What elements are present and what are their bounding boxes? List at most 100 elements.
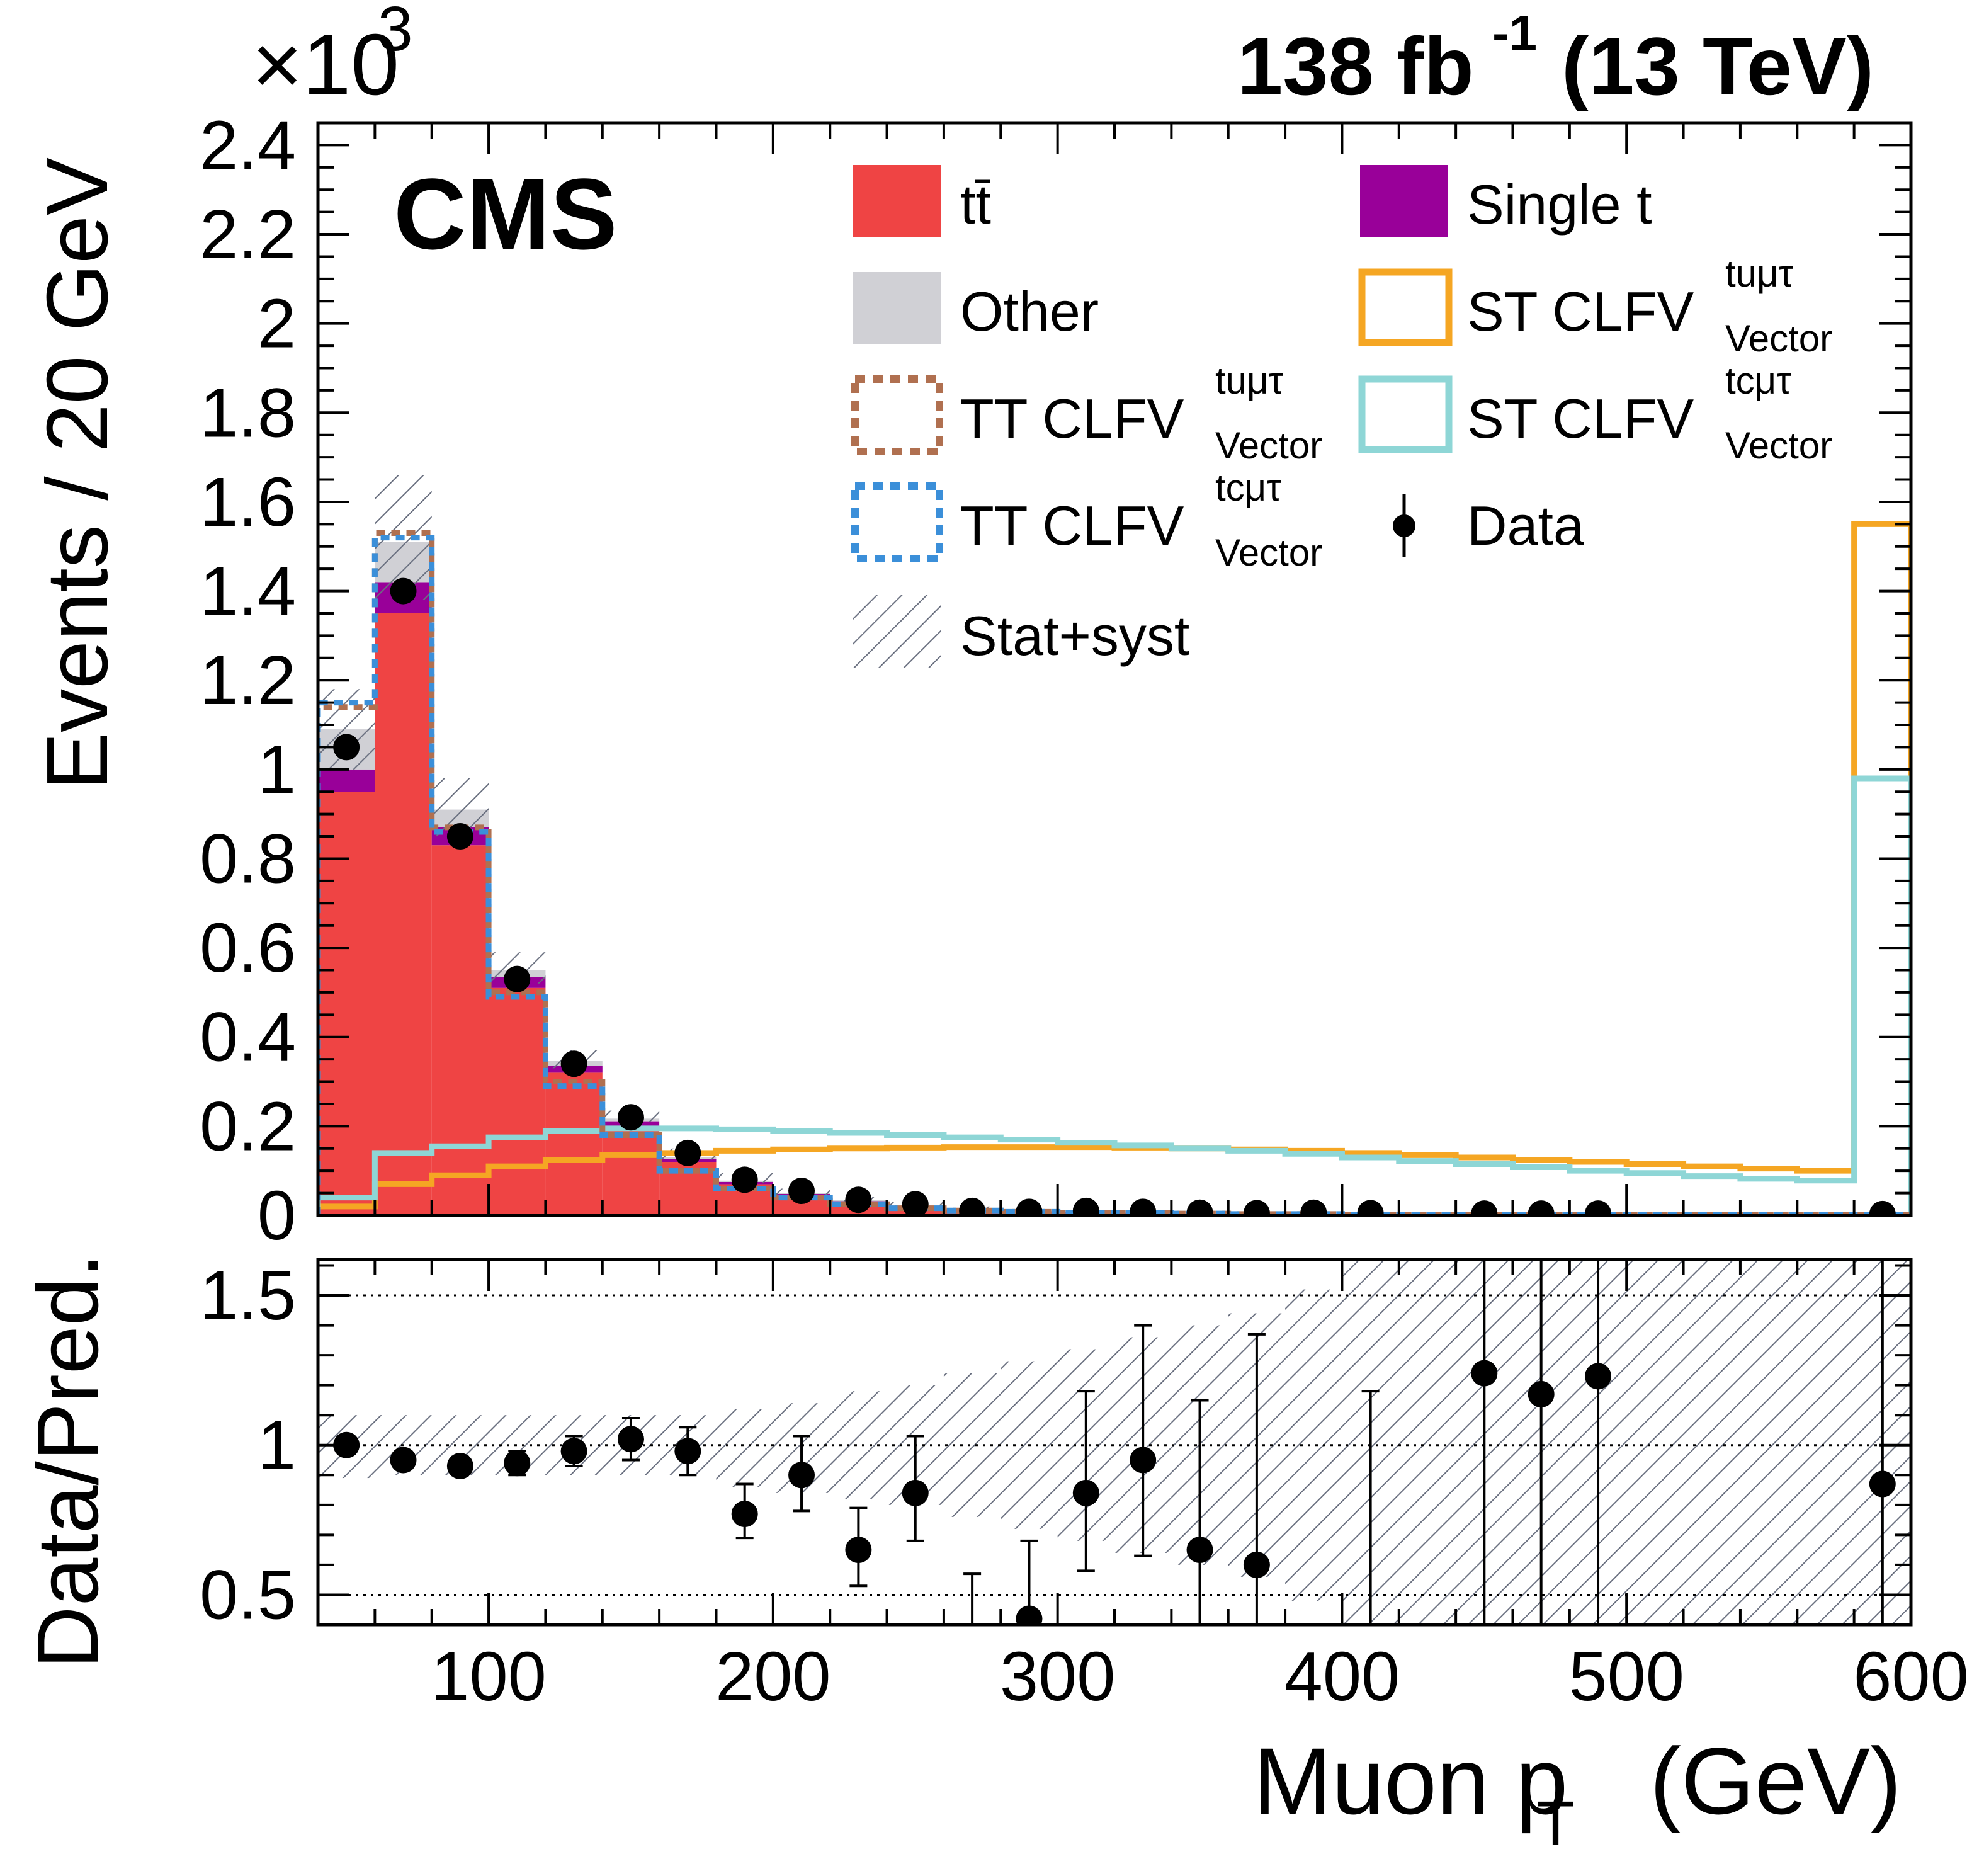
legend-label-tt-tcmutau: TT CLFV <box>960 494 1184 557</box>
ratio-data-point <box>1869 1470 1896 1498</box>
main-y-tick-label: 1 <box>258 731 296 809</box>
stack-bar-tt <box>375 613 432 1215</box>
x-tick-label: 200 <box>715 1638 831 1715</box>
main-y-tick-label: 1.8 <box>200 374 296 452</box>
legend-sup-tt-tcmutau: tcμτ <box>1215 467 1281 509</box>
ratio-data-point <box>504 1450 531 1477</box>
ratio-data-point <box>674 1438 701 1465</box>
ratio-unc-band <box>716 1409 773 1487</box>
stack-bar-tt <box>431 845 489 1215</box>
ratio-y-tick-label: 1.5 <box>200 1257 296 1334</box>
legend-sub-st-tumutau: Vector <box>1725 317 1832 360</box>
ratio-y-tick-label: 0.5 <box>200 1556 296 1634</box>
data-point <box>1528 1200 1555 1215</box>
ratio-data-point <box>1528 1380 1555 1407</box>
main-y-tick-label: 1.2 <box>200 642 296 719</box>
legend-swatch-single-t <box>1360 165 1448 237</box>
legend-label-unc: Stat+syst <box>960 605 1189 667</box>
main-y-axis-title: Events / 20 GeV <box>29 157 126 790</box>
legend-label-st-tumutau: ST CLFV <box>1467 280 1694 343</box>
data-point <box>617 1104 644 1131</box>
ratio-data-point <box>902 1479 929 1506</box>
legend-swatch-data <box>1393 494 1415 557</box>
legend-sup-tt-tumutau: tuμτ <box>1215 360 1284 402</box>
ratio-unc-band <box>1683 1259 1740 1625</box>
legend-label-data: Data <box>1467 494 1584 557</box>
data-point <box>1585 1200 1612 1215</box>
x-tick-label: 400 <box>1284 1638 1400 1715</box>
legend-label-other: Other <box>960 280 1099 343</box>
legend-sub-st-tcmutau: Vector <box>1725 424 1832 467</box>
x-axis-title-main: Muon p <box>1253 1728 1568 1834</box>
ratio-data-point <box>1186 1537 1213 1564</box>
legend-swatch-tt-tcmutau <box>851 482 943 562</box>
ratio-data-point <box>788 1462 815 1489</box>
stack-bar-single_t <box>318 769 375 792</box>
legend-swatch-st-tumutau <box>1358 268 1453 346</box>
data-point <box>731 1166 758 1193</box>
ratio-data-point <box>1016 1605 1043 1625</box>
legend-label-single-t: Single t <box>1467 173 1652 236</box>
main-y-tick-label: 0.4 <box>200 999 296 1076</box>
ratio-data-point <box>390 1447 417 1474</box>
main-y-tick-label: 2 <box>258 285 296 363</box>
stack-bar-tt <box>318 792 375 1215</box>
x-axis-title-sub: T <box>1536 1788 1575 1859</box>
y-multiplier-exp: 3 <box>378 0 413 64</box>
y-multiplier: ×10 3 <box>252 0 413 113</box>
data-point <box>333 734 360 761</box>
data-point <box>1130 1198 1157 1215</box>
legend: tt̄ Single t Other ST CLFV tuμτ Vector T… <box>851 165 1832 668</box>
stack-bar-tt <box>545 1072 603 1215</box>
legend-label-st-tcmutau: ST CLFV <box>1467 387 1694 450</box>
legend-sub-tt-tumutau: Vector <box>1215 424 1322 467</box>
data-point <box>788 1178 815 1205</box>
data-point <box>902 1191 929 1215</box>
ratio-data-point <box>560 1438 587 1465</box>
ratio-unc-band <box>1740 1259 1798 1625</box>
ratio-data-point <box>446 1453 473 1480</box>
main-y-tick-label: 2.2 <box>200 196 296 273</box>
data-point <box>1471 1200 1498 1215</box>
stack-bar-tt <box>602 1126 660 1215</box>
experiment-label: CMS <box>394 157 618 270</box>
ratio-data-point <box>845 1537 872 1564</box>
legend-swatch-tt-tumutau <box>851 375 943 455</box>
lumi-exp: -1 <box>1492 5 1537 61</box>
legend-sup-st-tcmutau: tcμτ <box>1725 360 1791 402</box>
data-point <box>845 1186 872 1214</box>
ratio-data-point <box>1072 1479 1099 1506</box>
x-axis-title-unit: (GeV) <box>1650 1728 1902 1834</box>
data-point <box>1357 1200 1384 1215</box>
lumi-label: 138 fb -1 (13 TeV) <box>1237 5 1874 112</box>
main-frame: 0 0.2 0.4 0.6 0.8 1 1.2 1.4 1.6 1.8 2 2.2 2.4 <box>200 106 1913 1254</box>
data-point <box>390 577 417 605</box>
data-point <box>504 965 531 992</box>
main-y-tick-label: 0.6 <box>200 909 296 987</box>
data-point <box>1016 1198 1043 1215</box>
legend-swatch-other <box>853 272 941 344</box>
energy-text: (13 TeV) <box>1562 20 1874 112</box>
legend-swatch-tt <box>853 165 941 237</box>
data-point <box>1072 1197 1099 1215</box>
ratio-y-tick-label: 1 <box>258 1407 296 1484</box>
legend-swatch-unc <box>853 595 941 668</box>
data-point <box>446 823 473 850</box>
signal-st-tc <box>318 775 1911 1215</box>
main-y-tick-label: 0.2 <box>200 1088 296 1165</box>
x-tick-label: 300 <box>1000 1638 1116 1715</box>
legend-sup-st-tumutau: tuμτ <box>1725 253 1794 295</box>
main-y-tick-label: 1.6 <box>200 463 296 541</box>
x-axis-title: Muon p T (GeV) <box>1253 1728 1902 1859</box>
ratio-data-point <box>1243 1551 1270 1578</box>
legend-sub-tt-tcmutau: Vector <box>1215 532 1322 574</box>
data-point <box>1243 1200 1270 1215</box>
ratio-plot <box>318 1259 1911 1625</box>
legend-swatch-st-tcmutau <box>1358 375 1453 453</box>
stack-bar-tt <box>489 987 546 1215</box>
ratio-data-point <box>617 1426 644 1453</box>
ratio-y-axis-title: Data/Pred. <box>20 1253 116 1669</box>
ratio-unc-band <box>1626 1259 1684 1625</box>
data-point <box>1186 1199 1213 1215</box>
